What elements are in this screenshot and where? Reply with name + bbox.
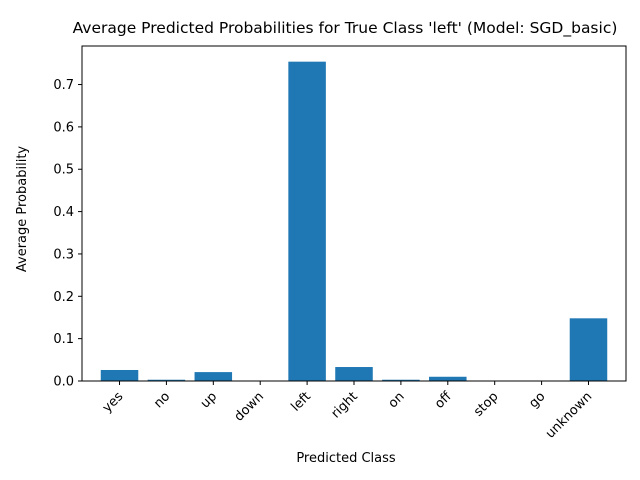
- x-tick-label: on: [386, 389, 408, 411]
- x-tick-label: stop: [471, 389, 501, 419]
- bar-yes: [100, 369, 139, 381]
- x-tick-label: unknown: [543, 389, 595, 441]
- y-tick-label: 0.7: [53, 78, 74, 93]
- bars-group: [100, 61, 608, 381]
- x-tick-label: no: [151, 389, 173, 411]
- bar-unknown: [569, 318, 608, 381]
- bar-up: [194, 372, 233, 381]
- y-axis-label: Average Probability: [15, 146, 30, 273]
- y-tick-label: 0.1: [53, 332, 74, 347]
- x-tick-label: left: [288, 389, 314, 415]
- x-tick-label: off: [432, 388, 455, 411]
- y-tick-label: 0.2: [53, 290, 74, 305]
- bar-left: [288, 61, 326, 381]
- y-tick-label: 0.0: [53, 375, 74, 390]
- x-tick-label: go: [526, 389, 548, 411]
- y-tick-label: 0.5: [53, 163, 74, 178]
- bar-no: [147, 379, 186, 381]
- chart-title: Average Predicted Probabilities for True…: [73, 19, 618, 38]
- y-axis: 0.0 0.1 0.2 0.3 0.4 0.5 0.6 0.7: [53, 78, 82, 390]
- x-tick-label: down: [232, 389, 267, 424]
- y-tick-label: 0.3: [53, 247, 74, 262]
- y-tick-label: 0.6: [53, 120, 74, 135]
- x-axis-label: Predicted Class: [296, 451, 396, 466]
- x-tick-label: up: [198, 389, 220, 411]
- plot-frame: [81, 45, 627, 382]
- y-tick-label: 0.4: [53, 205, 74, 220]
- x-tick-label: yes: [100, 389, 127, 416]
- x-tick-label: right: [329, 389, 361, 421]
- bar-off: [429, 376, 467, 381]
- bar-on: [382, 379, 420, 381]
- bar-right: [335, 367, 373, 381]
